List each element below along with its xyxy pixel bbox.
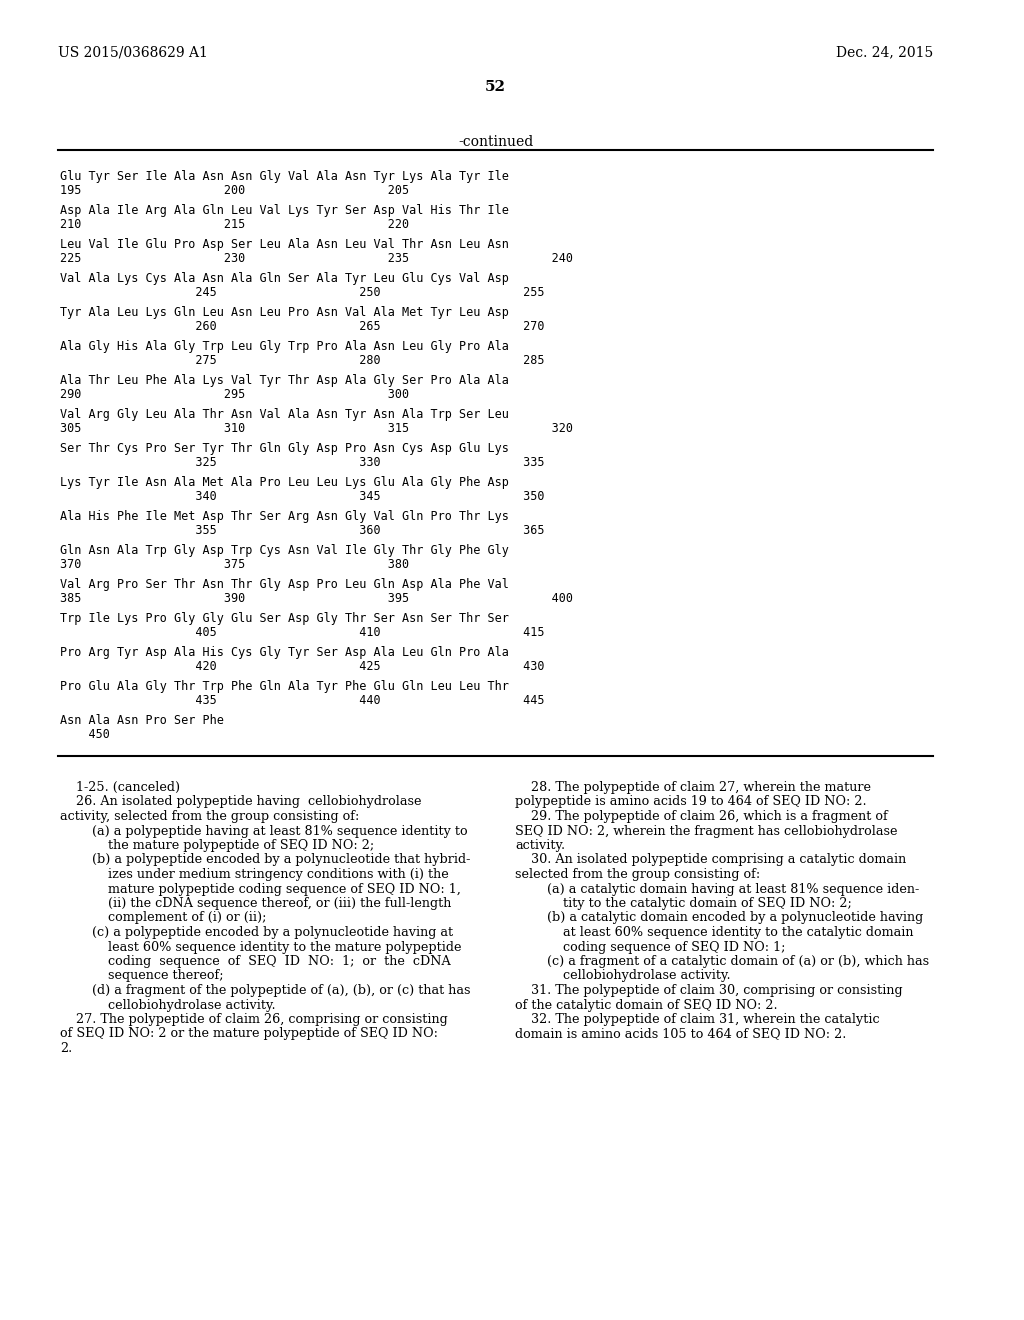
Text: 195                    200                    205: 195 200 205 xyxy=(60,183,410,197)
Text: (d) a fragment of the polypeptide of (a), (b), or (c) that has: (d) a fragment of the polypeptide of (a)… xyxy=(60,983,470,997)
Text: Pro Glu Ala Gly Thr Trp Phe Gln Ala Tyr Phe Glu Gln Leu Leu Thr: Pro Glu Ala Gly Thr Trp Phe Gln Ala Tyr … xyxy=(60,680,509,693)
Text: 245                    250                    255: 245 250 255 xyxy=(60,286,545,300)
Text: Val Arg Pro Ser Thr Asn Thr Gly Asp Pro Leu Gln Asp Ala Phe Val: Val Arg Pro Ser Thr Asn Thr Gly Asp Pro … xyxy=(60,578,509,591)
Text: complement of (i) or (ii);: complement of (i) or (ii); xyxy=(60,912,266,924)
Text: Val Arg Gly Leu Ala Thr Asn Val Ala Asn Tyr Asn Ala Trp Ser Leu: Val Arg Gly Leu Ala Thr Asn Val Ala Asn … xyxy=(60,408,509,421)
Text: cellobiohydrolase activity.: cellobiohydrolase activity. xyxy=(60,998,275,1011)
Text: -continued: -continued xyxy=(458,135,534,149)
Text: Pro Arg Tyr Asp Ala His Cys Gly Tyr Ser Asp Ala Leu Gln Pro Ala: Pro Arg Tyr Asp Ala His Cys Gly Tyr Ser … xyxy=(60,645,509,659)
Text: 355                    360                    365: 355 360 365 xyxy=(60,524,545,537)
Text: 1-25. (canceled): 1-25. (canceled) xyxy=(60,781,180,795)
Text: 450: 450 xyxy=(60,729,110,741)
Text: Ala Thr Leu Phe Ala Lys Val Tyr Thr Asp Ala Gly Ser Pro Ala Ala: Ala Thr Leu Phe Ala Lys Val Tyr Thr Asp … xyxy=(60,374,509,387)
Text: Tyr Ala Leu Lys Gln Leu Asn Leu Pro Asn Val Ala Met Tyr Leu Asp: Tyr Ala Leu Lys Gln Leu Asn Leu Pro Asn … xyxy=(60,306,509,319)
Text: 405                    410                    415: 405 410 415 xyxy=(60,626,545,639)
Text: of SEQ ID NO: 2 or the mature polypeptide of SEQ ID NO:: of SEQ ID NO: 2 or the mature polypeptid… xyxy=(60,1027,438,1040)
Text: coding  sequence  of  SEQ  ID  NO:  1;  or  the  cDNA: coding sequence of SEQ ID NO: 1; or the … xyxy=(60,954,451,968)
Text: izes under medium stringency conditions with (i) the: izes under medium stringency conditions … xyxy=(60,869,449,880)
Text: 210                    215                    220: 210 215 220 xyxy=(60,218,410,231)
Text: 52: 52 xyxy=(485,81,506,94)
Text: 2.: 2. xyxy=(60,1041,73,1055)
Text: 305                    310                    315                    320: 305 310 315 320 xyxy=(60,422,573,436)
Text: selected from the group consisting of:: selected from the group consisting of: xyxy=(515,869,760,880)
Text: 420                    425                    430: 420 425 430 xyxy=(60,660,545,673)
Text: of the catalytic domain of SEQ ID NO: 2.: of the catalytic domain of SEQ ID NO: 2. xyxy=(515,998,777,1011)
Text: Val Ala Lys Cys Ala Asn Ala Gln Ser Ala Tyr Leu Glu Cys Val Asp: Val Ala Lys Cys Ala Asn Ala Gln Ser Ala … xyxy=(60,272,509,285)
Text: Ala His Phe Ile Met Asp Thr Ser Arg Asn Gly Val Gln Pro Thr Lys: Ala His Phe Ile Met Asp Thr Ser Arg Asn … xyxy=(60,510,509,523)
Text: 32. The polypeptide of claim 31, wherein the catalytic: 32. The polypeptide of claim 31, wherein… xyxy=(515,1012,880,1026)
Text: SEQ ID NO: 2, wherein the fragment has cellobiohydrolase: SEQ ID NO: 2, wherein the fragment has c… xyxy=(515,825,897,837)
Text: polypeptide is amino acids 19 to 464 of SEQ ID NO: 2.: polypeptide is amino acids 19 to 464 of … xyxy=(515,796,866,808)
Text: 370                    375                    380: 370 375 380 xyxy=(60,558,410,572)
Text: Trp Ile Lys Pro Gly Gly Glu Ser Asp Gly Thr Ser Asn Ser Thr Ser: Trp Ile Lys Pro Gly Gly Glu Ser Asp Gly … xyxy=(60,612,509,624)
Text: 31. The polypeptide of claim 30, comprising or consisting: 31. The polypeptide of claim 30, compris… xyxy=(515,983,902,997)
Text: (c) a fragment of a catalytic domain of (a) or (b), which has: (c) a fragment of a catalytic domain of … xyxy=(515,954,929,968)
Text: least 60% sequence identity to the mature polypeptide: least 60% sequence identity to the matur… xyxy=(60,940,462,953)
Text: at least 60% sequence identity to the catalytic domain: at least 60% sequence identity to the ca… xyxy=(515,927,913,939)
Text: 435                    440                    445: 435 440 445 xyxy=(60,694,545,708)
Text: Ala Gly His Ala Gly Trp Leu Gly Trp Pro Ala Asn Leu Gly Pro Ala: Ala Gly His Ala Gly Trp Leu Gly Trp Pro … xyxy=(60,341,509,352)
Text: (a) a polypeptide having at least 81% sequence identity to: (a) a polypeptide having at least 81% se… xyxy=(60,825,468,837)
Text: activity, selected from the group consisting of:: activity, selected from the group consis… xyxy=(60,810,359,822)
Text: Lys Tyr Ile Asn Ala Met Ala Pro Leu Leu Lys Glu Ala Gly Phe Asp: Lys Tyr Ile Asn Ala Met Ala Pro Leu Leu … xyxy=(60,477,509,488)
Text: (b) a catalytic domain encoded by a polynucleotide having: (b) a catalytic domain encoded by a poly… xyxy=(515,912,924,924)
Text: cellobiohydrolase activity.: cellobiohydrolase activity. xyxy=(515,969,730,982)
Text: 290                    295                    300: 290 295 300 xyxy=(60,388,410,401)
Text: 26. An isolated polypeptide having  cellobiohydrolase: 26. An isolated polypeptide having cello… xyxy=(60,796,422,808)
Text: Glu Tyr Ser Ile Ala Asn Asn Gly Val Ala Asn Tyr Lys Ala Tyr Ile: Glu Tyr Ser Ile Ala Asn Asn Gly Val Ala … xyxy=(60,170,509,183)
Text: (b) a polypeptide encoded by a polynucleotide that hybrid-: (b) a polypeptide encoded by a polynucle… xyxy=(60,854,470,866)
Text: (c) a polypeptide encoded by a polynucleotide having at: (c) a polypeptide encoded by a polynucle… xyxy=(60,927,454,939)
Text: 385                    390                    395                    400: 385 390 395 400 xyxy=(60,591,573,605)
Text: (a) a catalytic domain having at least 81% sequence iden-: (a) a catalytic domain having at least 8… xyxy=(515,883,920,895)
Text: 29. The polypeptide of claim 26, which is a fragment of: 29. The polypeptide of claim 26, which i… xyxy=(515,810,888,822)
Text: 340                    345                    350: 340 345 350 xyxy=(60,490,545,503)
Text: 30. An isolated polypeptide comprising a catalytic domain: 30. An isolated polypeptide comprising a… xyxy=(515,854,906,866)
Text: Leu Val Ile Glu Pro Asp Ser Leu Ala Asn Leu Val Thr Asn Leu Asn: Leu Val Ile Glu Pro Asp Ser Leu Ala Asn … xyxy=(60,238,509,251)
Text: domain is amino acids 105 to 464 of SEQ ID NO: 2.: domain is amino acids 105 to 464 of SEQ … xyxy=(515,1027,846,1040)
Text: sequence thereof;: sequence thereof; xyxy=(60,969,223,982)
Text: Ser Thr Cys Pro Ser Tyr Thr Gln Gly Asp Pro Asn Cys Asp Glu Lys: Ser Thr Cys Pro Ser Tyr Thr Gln Gly Asp … xyxy=(60,442,509,455)
Text: 28. The polypeptide of claim 27, wherein the mature: 28. The polypeptide of claim 27, wherein… xyxy=(515,781,871,795)
Text: coding sequence of SEQ ID NO: 1;: coding sequence of SEQ ID NO: 1; xyxy=(515,940,785,953)
Text: activity.: activity. xyxy=(515,840,565,851)
Text: mature polypeptide coding sequence of SEQ ID NO: 1,: mature polypeptide coding sequence of SE… xyxy=(60,883,461,895)
Text: 275                    280                    285: 275 280 285 xyxy=(60,354,545,367)
Text: Dec. 24, 2015: Dec. 24, 2015 xyxy=(836,45,933,59)
Text: Gln Asn Ala Trp Gly Asp Trp Cys Asn Val Ile Gly Thr Gly Phe Gly: Gln Asn Ala Trp Gly Asp Trp Cys Asn Val … xyxy=(60,544,509,557)
Text: tity to the catalytic domain of SEQ ID NO: 2;: tity to the catalytic domain of SEQ ID N… xyxy=(515,898,852,909)
Text: Asp Ala Ile Arg Ala Gln Leu Val Lys Tyr Ser Asp Val His Thr Ile: Asp Ala Ile Arg Ala Gln Leu Val Lys Tyr … xyxy=(60,205,509,216)
Text: 27. The polypeptide of claim 26, comprising or consisting: 27. The polypeptide of claim 26, compris… xyxy=(60,1012,447,1026)
Text: US 2015/0368629 A1: US 2015/0368629 A1 xyxy=(58,45,208,59)
Text: Asn Ala Asn Pro Ser Phe: Asn Ala Asn Pro Ser Phe xyxy=(60,714,224,727)
Text: 325                    330                    335: 325 330 335 xyxy=(60,455,545,469)
Text: 260                    265                    270: 260 265 270 xyxy=(60,319,545,333)
Text: (ii) the cDNA sequence thereof, or (iii) the full-length: (ii) the cDNA sequence thereof, or (iii)… xyxy=(60,898,452,909)
Text: the mature polypeptide of SEQ ID NO: 2;: the mature polypeptide of SEQ ID NO: 2; xyxy=(60,840,374,851)
Text: 225                    230                    235                    240: 225 230 235 240 xyxy=(60,252,573,265)
